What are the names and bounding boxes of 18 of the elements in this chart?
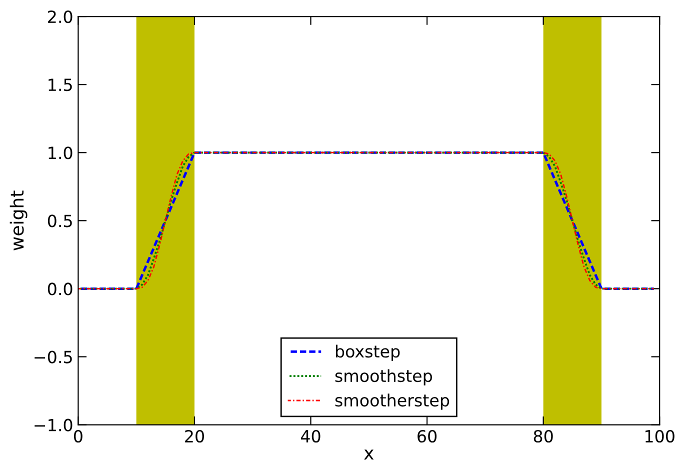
legend-label: boxstep	[336, 344, 400, 361]
y-tick-label: −1.0	[34, 418, 72, 432]
legend-label: smoothstep	[335, 369, 432, 386]
y-axis-title: weight	[10, 190, 28, 250]
y-tick-label: 0.5	[48, 214, 72, 228]
legend-label: smootherstep	[335, 394, 450, 410]
x-tick-label: 20	[185, 430, 204, 443]
x-tick-label: 80	[534, 430, 553, 443]
x-tick-label: 40	[300, 430, 320, 443]
y-tick-label: 0.0	[48, 282, 72, 296]
y-tick-label: 1.5	[48, 78, 72, 92]
x-tick-label: 100	[646, 430, 674, 443]
y-tick-label: −0.5	[34, 350, 72, 364]
x-axis-title: x	[364, 450, 374, 460]
x-tick-label: 60	[418, 430, 437, 443]
y-tick-label: 2.0	[48, 10, 72, 24]
y-tick-label: 1.0	[48, 146, 72, 160]
x-tick-label: 0	[74, 430, 82, 443]
